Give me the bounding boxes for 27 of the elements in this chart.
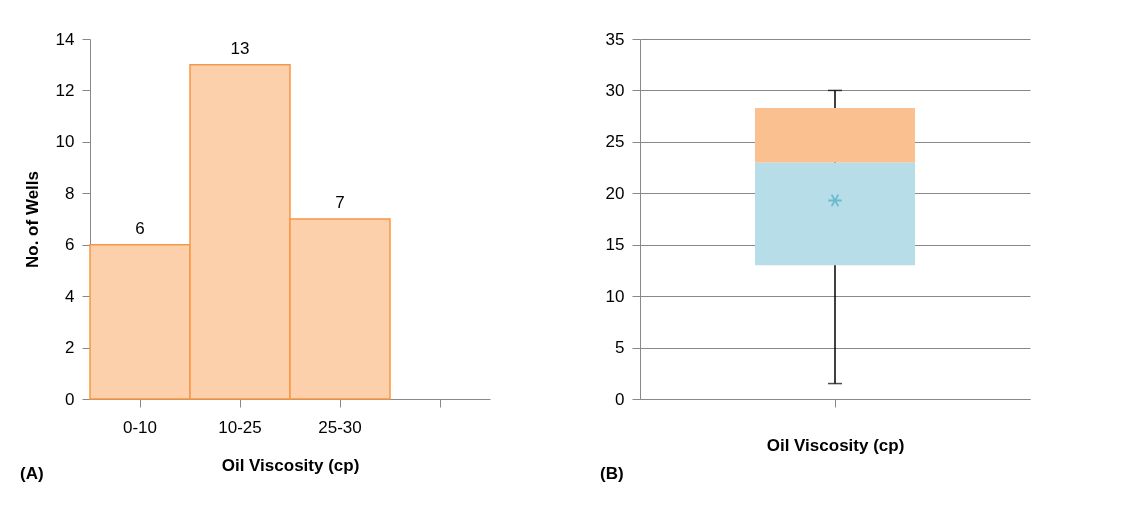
y-tick-label: 12 — [55, 80, 75, 100]
y-tick-label: 5 — [615, 338, 625, 358]
y-tick-label: 2 — [65, 338, 75, 358]
y-tick-label: 10 — [55, 132, 75, 152]
y-tick-label: 20 — [605, 183, 625, 203]
y-tick-label: 14 — [55, 29, 75, 49]
y-tick-label: 0 — [615, 389, 625, 409]
y-tick-label: 8 — [65, 183, 75, 203]
data-label: 13 — [230, 38, 250, 58]
text: (A) — [20, 464, 44, 483]
data-label: 7 — [335, 193, 345, 212]
text: (B) — [600, 464, 624, 483]
y-axis-title: No. of Wells — [22, 171, 42, 268]
data-label: 6 — [135, 218, 145, 238]
y-tick-label: 15 — [605, 235, 625, 255]
y-tick-label: 0 — [65, 389, 75, 409]
y-tick-label: 35 — [605, 29, 625, 49]
x-tick-label: 25-30 — [318, 417, 362, 437]
x-axis-title: Oil Viscosity (cp) — [766, 436, 905, 455]
y-tick-label: 6 — [65, 235, 75, 255]
x-axis-title: Oil Viscosity (cp) — [221, 455, 360, 475]
y-tick-label: 30 — [605, 80, 625, 100]
y-tick-label: 10 — [605, 286, 625, 306]
y-tick-label: 4 — [65, 286, 75, 306]
x-tick-label: 0-10 — [122, 417, 158, 437]
x-tick-label: 10-25 — [218, 417, 262, 437]
y-tick-label: 25 — [605, 132, 625, 152]
